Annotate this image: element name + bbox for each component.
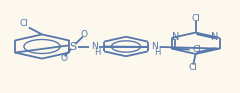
Text: Cl: Cl [191, 14, 200, 23]
Text: O: O [80, 30, 88, 39]
Text: Cl: Cl [20, 19, 28, 28]
Text: N: N [211, 32, 219, 42]
Text: N: N [151, 43, 158, 51]
Text: H: H [95, 48, 101, 57]
Text: Cl: Cl [189, 63, 198, 72]
Text: S: S [70, 41, 77, 52]
Text: N: N [172, 32, 180, 42]
Text: H: H [155, 48, 161, 57]
Text: N: N [91, 43, 98, 51]
Text: Cl: Cl [192, 45, 201, 54]
Text: O: O [60, 54, 67, 63]
